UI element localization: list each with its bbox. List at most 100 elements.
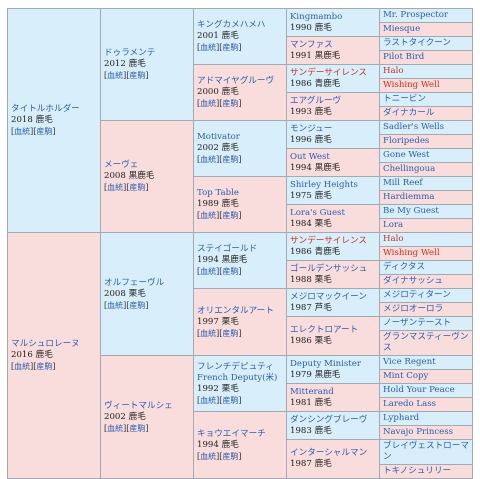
horse-name-link[interactable]: Lora — [383, 220, 404, 230]
offspring-link[interactable]: 産駒 — [222, 43, 239, 52]
bloodline-link[interactable]: 血統 — [107, 300, 124, 310]
horse-name-link[interactable]: モンジュー — [290, 123, 333, 134]
offspring-link[interactable]: 産駒 — [222, 451, 239, 461]
horse-name-link[interactable]: Floripedes — [383, 136, 430, 146]
horse-name-link[interactable]: Vice Regent — [383, 357, 436, 367]
bloodline-link[interactable]: 血統 — [14, 127, 31, 136]
horse-year: 1992 栗毛 — [197, 383, 239, 394]
horse-name-link[interactable]: Lora's Guest — [290, 207, 345, 218]
pedigree-links: [血統][産駒] — [197, 98, 283, 109]
horse-name-link[interactable]: Be My Guest — [383, 206, 439, 216]
gen5-cell: Lyphard — [379, 411, 473, 426]
bloodline-link[interactable]: 血統 — [107, 423, 124, 433]
horse-name-link[interactable]: サンデーサイレンス — [290, 67, 368, 78]
horse-name-wrap: マルシュロレーヌ — [11, 339, 97, 350]
horse-name-link[interactable]: ゴールデンサッシュ — [290, 263, 368, 274]
horse-name-link[interactable]: Miesque — [383, 24, 421, 34]
offspring-link[interactable]: 産駒 — [36, 127, 53, 136]
horse-name-link[interactable]: オリエンタルアート — [197, 305, 274, 316]
bloodline-link[interactable]: 血統 — [200, 99, 217, 108]
horse-name-link[interactable]: Halo — [383, 234, 404, 244]
horse-name-link[interactable]: ドゥラメンテ — [104, 48, 156, 58]
horse-name-link[interactable]: Hold Your Peace — [383, 385, 455, 395]
horse-name-link[interactable]: Gone West — [383, 150, 430, 160]
horse-name-link[interactable]: エアグルーヴ — [290, 95, 342, 106]
horse-name-link[interactable]: メジロティターン — [383, 290, 451, 300]
horse-name-link[interactable]: アドマイヤグルーヴ — [197, 76, 275, 86]
horse-name-link[interactable]: Wishing Well — [383, 248, 440, 258]
bracket: ] — [52, 127, 56, 136]
horse-name-link[interactable]: キョウエイマーチ — [197, 428, 266, 439]
horse-name-link[interactable]: フレンチデピュティ — [197, 361, 274, 372]
horse-name-link[interactable]: マルシュロレーヌ — [11, 339, 80, 349]
horse-name-link[interactable]: Top Table — [197, 188, 239, 198]
horse-name-link[interactable]: キングカメハメハ — [197, 20, 266, 30]
horse-name-link[interactable]: ダイナカール — [383, 108, 435, 118]
horse-name-link[interactable]: Deputy Minister — [290, 358, 361, 369]
horse-name-link[interactable]: マンファス — [290, 39, 333, 50]
offspring-link[interactable]: 産駒 — [222, 328, 239, 338]
horse-name-link[interactable]: Mint Copy — [383, 371, 429, 381]
horse-name-link[interactable]: ヴィートマルシェ — [104, 400, 173, 411]
horse-name-link[interactable]: Shirley Heights — [290, 179, 358, 190]
offspring-link[interactable]: 産駒 — [129, 183, 146, 192]
horse-name-link[interactable]: Mill Reef — [383, 178, 423, 188]
horse-name-link[interactable]: ディクタス — [383, 262, 426, 272]
horse-name-link[interactable]: Navajo Princess — [383, 427, 454, 437]
horse-name-link[interactable]: タイトルホルダー — [11, 104, 80, 114]
offspring-link[interactable]: 産駒 — [222, 211, 239, 220]
bloodline-link[interactable]: 血統 — [200, 267, 217, 276]
horse-name-link[interactable]: Wishing Well — [383, 80, 440, 90]
horse-name-link[interactable]: トニービン — [383, 94, 426, 104]
gen3-cell: ステイゴールド 1994 黒鹿毛 [血統][産駒] — [193, 232, 287, 289]
horse-name-link[interactable]: Laredo Lass — [383, 399, 437, 409]
horse-name-link[interactable]: サンデーサイレンス — [290, 235, 368, 246]
horse-name-link[interactable]: オルフェーヴル — [104, 277, 165, 288]
horse-name-link[interactable]: Lyphard — [383, 413, 420, 423]
horse-name-link[interactable]: メーヴェ — [104, 160, 139, 170]
bloodline-link[interactable]: 血統 — [200, 43, 217, 52]
horse-name-link[interactable]: Hardiemma — [383, 192, 435, 202]
horse-name-link[interactable]: ダイナサッシュ — [383, 276, 443, 286]
bloodline-link[interactable]: 血統 — [107, 71, 124, 80]
horse-name-link[interactable]: Sadler's Wells — [383, 122, 445, 132]
horse-name-alt-link[interactable]: French Deputy(米) — [197, 372, 278, 383]
horse-name-link[interactable]: Out West — [290, 151, 330, 162]
offspring-link[interactable]: 産駒 — [129, 300, 146, 310]
offspring-link[interactable]: 産駒 — [129, 423, 146, 433]
offspring-link[interactable]: 産駒 — [222, 99, 239, 108]
horse-name-link[interactable]: Pilot Bird — [383, 52, 425, 62]
bloodline-link[interactable]: 血統 — [200, 395, 217, 405]
horse-year-wrap: 2008 栗毛 — [104, 289, 190, 300]
horse-name-link[interactable]: Mitterand — [290, 386, 334, 397]
bracket: [ — [197, 328, 201, 338]
horse-year-wrap: 1989 鹿毛 — [197, 199, 283, 210]
horse-name-link[interactable]: Chellingoua — [383, 164, 436, 174]
horse-name-link[interactable]: エレクトロアート — [290, 325, 359, 335]
horse-name-link[interactable]: インターシャルマン — [290, 448, 368, 458]
horse-name-link[interactable]: ノーザンテースト — [383, 318, 452, 328]
offspring-link[interactable]: 産駒 — [36, 362, 53, 371]
offspring-link[interactable]: 産駒 — [129, 71, 146, 80]
offspring-link[interactable]: 産駒 — [222, 155, 239, 164]
horse-name-link[interactable]: ラストタイクーン — [383, 38, 451, 48]
horse-name-link[interactable]: ブレイヴェストローマン — [383, 441, 469, 462]
horse-name-link[interactable]: グランマスティーヴンス — [383, 332, 469, 353]
horse-name-link[interactable]: ステイゴールド — [197, 244, 258, 254]
horse-name-link[interactable]: Kingmambo — [290, 11, 343, 22]
bloodline-link[interactable]: 血統 — [200, 451, 217, 461]
horse-name-link[interactable]: ダンシングブレーヴ — [290, 414, 368, 425]
gen5-cell: メジロティターン — [379, 288, 473, 303]
bloodline-link[interactable]: 血統 — [14, 362, 31, 371]
horse-name-link[interactable]: メジロオーロラ — [383, 304, 444, 314]
horse-name-link[interactable]: Halo — [383, 66, 404, 76]
bloodline-link[interactable]: 血統 — [107, 183, 124, 192]
offspring-link[interactable]: 産駒 — [222, 395, 239, 405]
horse-name-link[interactable]: Motivator — [197, 132, 240, 142]
bloodline-link[interactable]: 血統 — [200, 328, 217, 338]
horse-name-link[interactable]: Mr. Prospector — [383, 10, 449, 20]
offspring-link[interactable]: 産駒 — [222, 267, 239, 276]
bloodline-link[interactable]: 血統 — [200, 211, 217, 220]
horse-name-link[interactable]: メジロマックイーン — [290, 291, 367, 302]
bloodline-link[interactable]: 血統 — [200, 155, 217, 164]
